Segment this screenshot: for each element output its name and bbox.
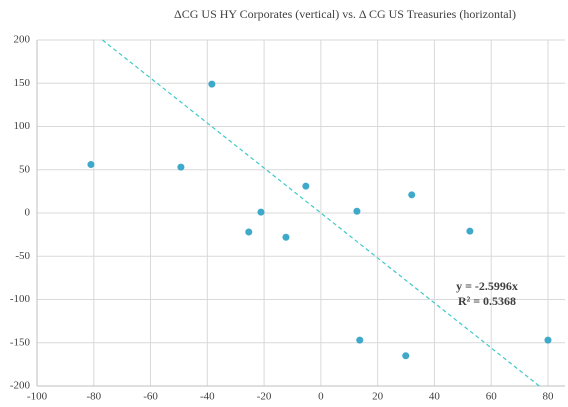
point [302,182,310,190]
trendline-equation: y = -2.5996x [456,279,518,293]
point [402,352,410,360]
point [356,336,364,344]
x-tick-label: -40 [200,391,215,403]
y-tick-label: -100 [10,293,31,305]
point [245,228,253,236]
point [177,163,185,171]
trendline-r2: R² = 0.5368 [458,294,516,308]
point [544,336,552,344]
y-tick-label: 50 [19,163,31,175]
x-tick-label: 0 [318,391,324,403]
x-tick-label: 60 [486,391,498,403]
point [408,191,416,199]
point [208,80,216,88]
y-tick-label: -200 [10,380,31,392]
x-tick-label: 20 [372,391,384,403]
y-tick-label: 150 [14,77,31,89]
y-tick-label: 100 [14,120,31,132]
point [353,207,361,215]
y-tick-label: 0 [25,207,31,219]
y-tick-label: -150 [10,336,31,348]
point [282,233,290,241]
x-tick-label: 40 [429,391,441,403]
y-tick-label: 200 [14,34,31,46]
x-tick-label: -20 [257,391,272,403]
chart-title: ΔCG US HY Corporates (vertical) vs. Δ CG… [174,7,516,21]
y-tick-label: -50 [15,250,30,262]
x-tick-label: 80 [542,391,554,403]
point [257,208,265,216]
point [87,161,95,169]
point [466,227,474,235]
x-tick-label: -60 [143,391,158,403]
trendline [102,39,540,387]
x-tick-label: -100 [27,391,48,403]
x-tick-label: -80 [86,391,101,403]
